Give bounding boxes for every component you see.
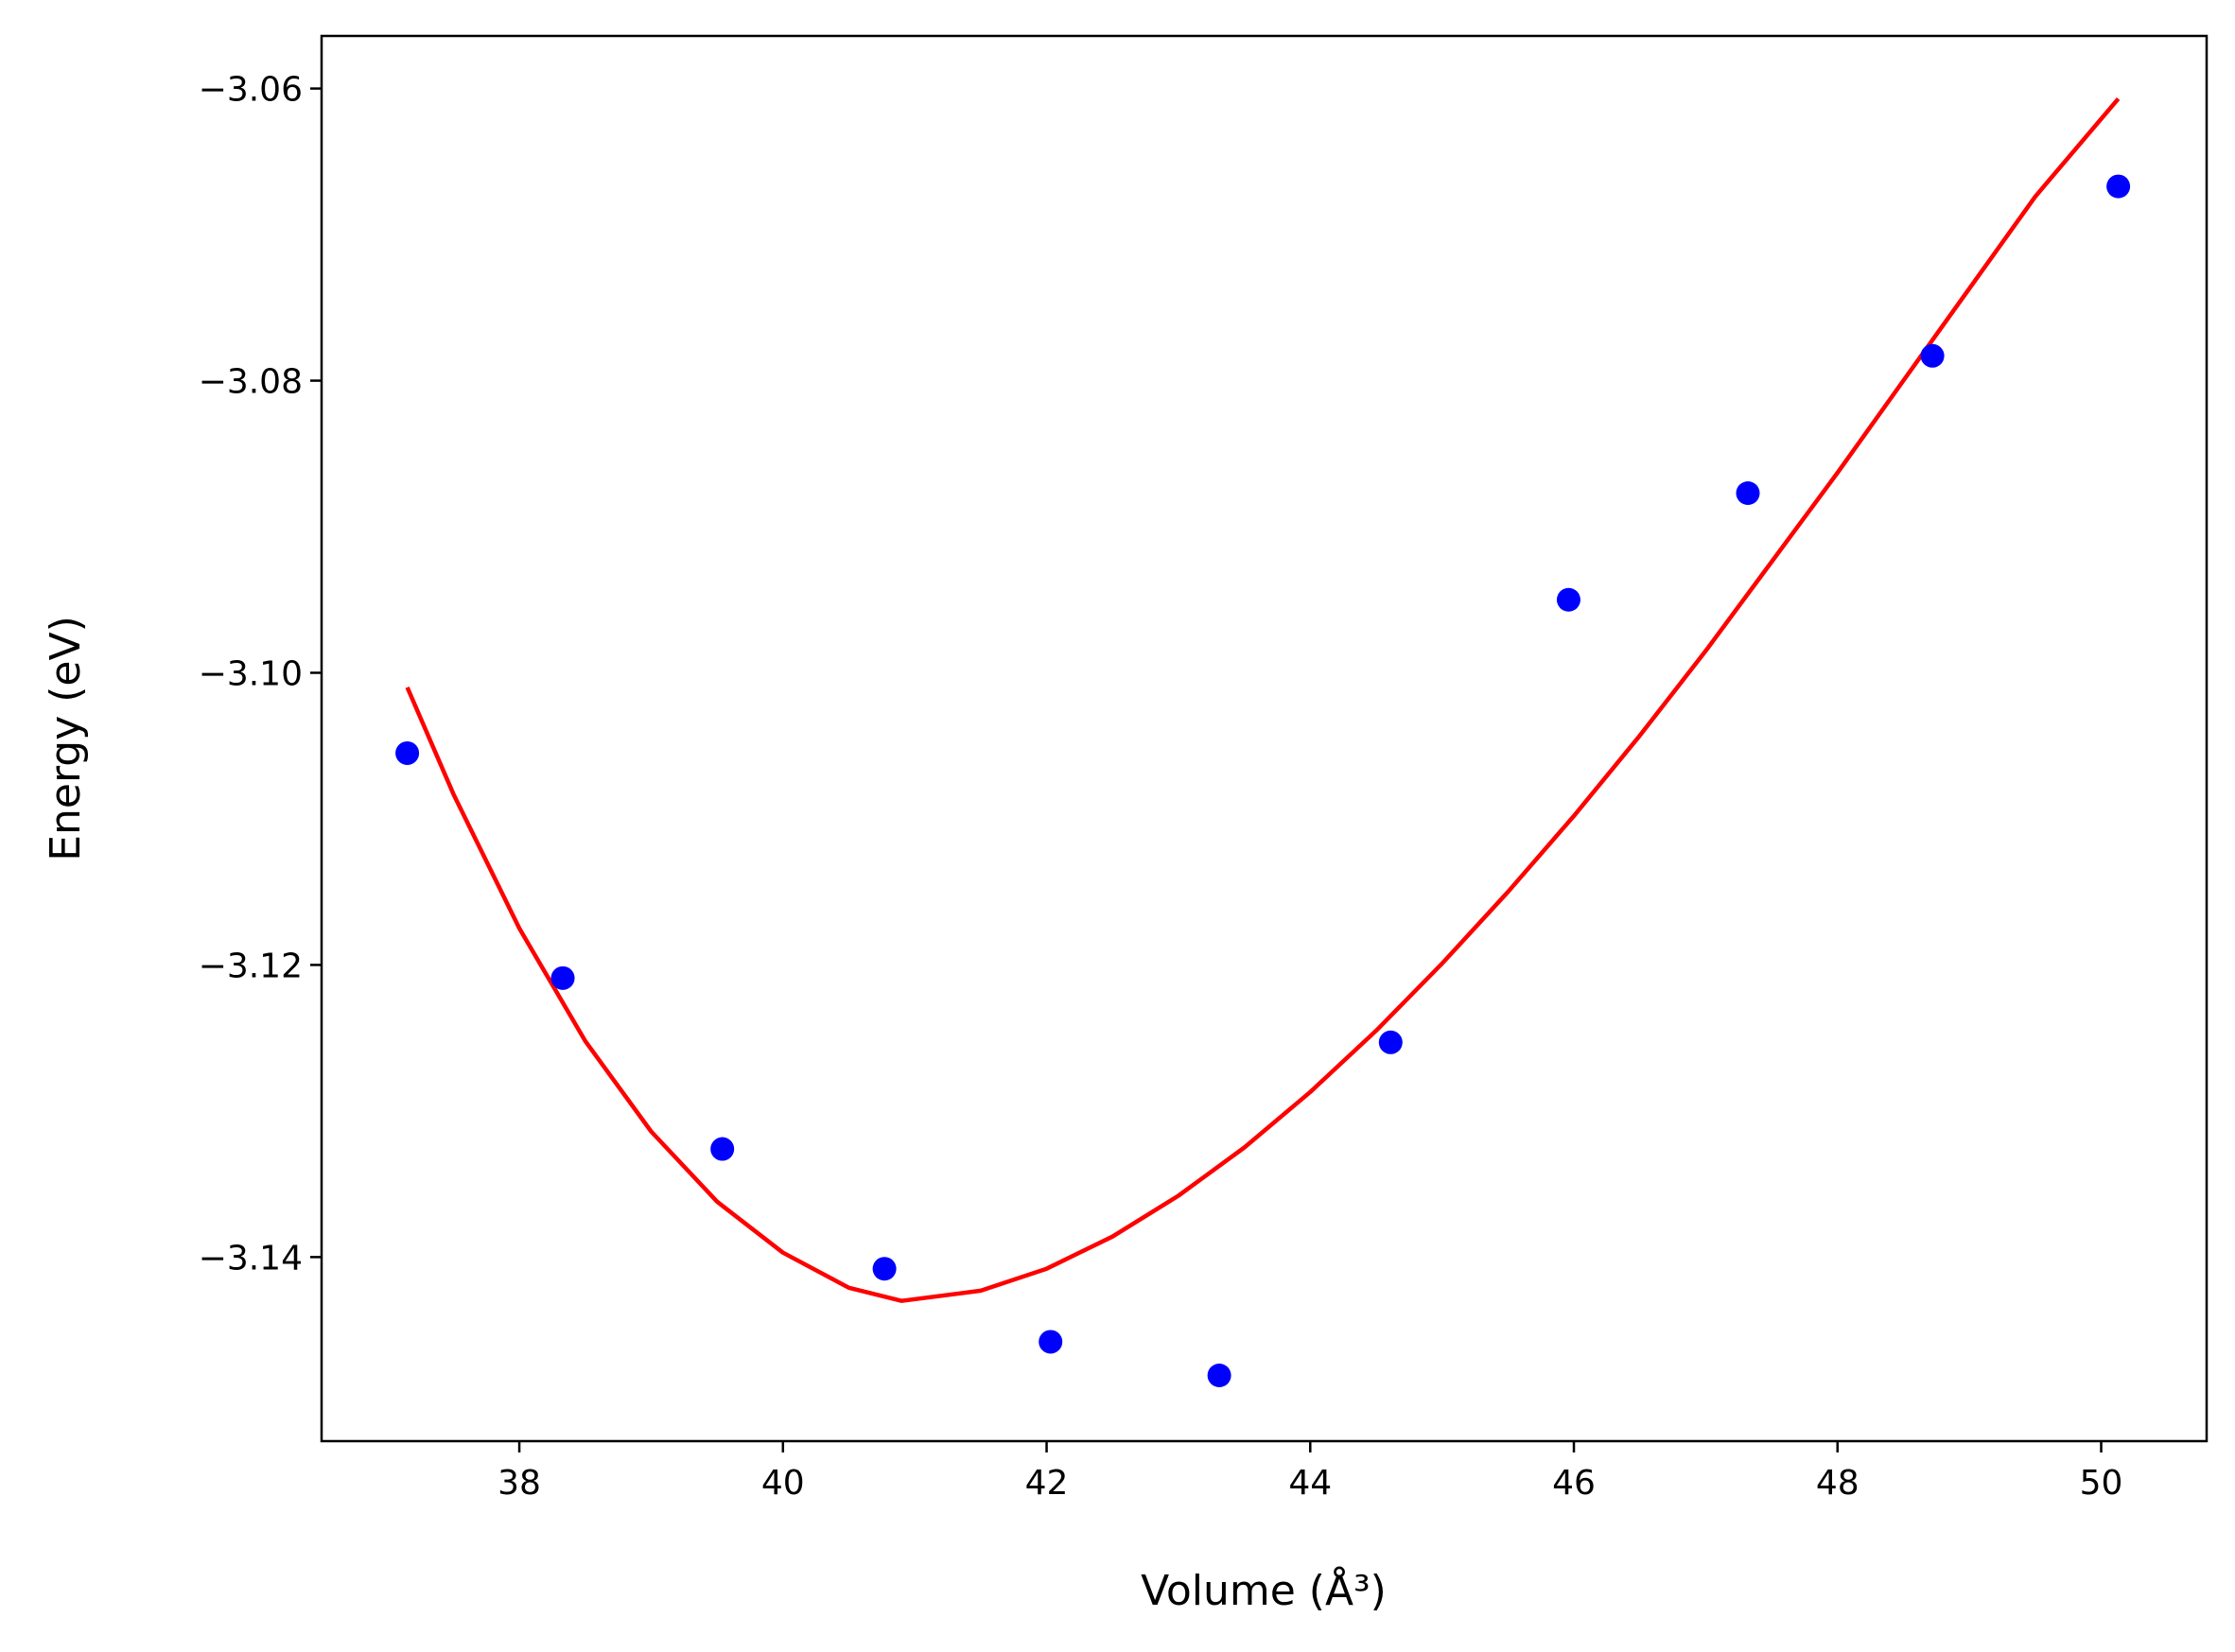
fit-curve-line <box>405 96 2121 1303</box>
y-tick-label: −3.10 <box>199 654 303 693</box>
y-tick-label: −3.06 <box>199 71 303 110</box>
data-point <box>1556 587 1580 612</box>
x-tick-label: 44 <box>1288 1464 1332 1503</box>
data-point <box>1039 1330 1063 1354</box>
data-point <box>550 965 575 990</box>
data-point <box>2106 174 2131 199</box>
data-point <box>1207 1363 1231 1387</box>
y-tick-label: −3.14 <box>199 1239 303 1278</box>
x-tick-label: 42 <box>1025 1464 1069 1503</box>
x-tick-label: 48 <box>1816 1464 1860 1503</box>
x-tick-label: 50 <box>2080 1464 2123 1503</box>
data-point <box>1920 343 1945 368</box>
y-axis-label: Energy (eV) <box>42 616 90 861</box>
x-tick-label: 40 <box>761 1464 805 1503</box>
x-tick-label: 38 <box>498 1464 541 1503</box>
y-tick-label: −3.12 <box>199 947 303 985</box>
plot-frame <box>320 34 2209 1443</box>
data-point <box>395 740 420 765</box>
y-ticks: −3.06 −3.08 −3.10 −3.12 −3.14 <box>199 71 322 1278</box>
data-point <box>1736 480 1760 505</box>
x-tick-label: 46 <box>1552 1464 1596 1503</box>
x-ticks: 38 40 42 44 46 48 50 <box>498 1441 2122 1503</box>
y-tick-label: −3.08 <box>199 363 303 402</box>
data-point <box>872 1257 897 1281</box>
data-point <box>710 1137 735 1161</box>
plot-layer <box>395 96 2131 1387</box>
data-point <box>1378 1030 1403 1054</box>
x-axis-label: Volume (Å³) <box>1141 1565 1387 1615</box>
